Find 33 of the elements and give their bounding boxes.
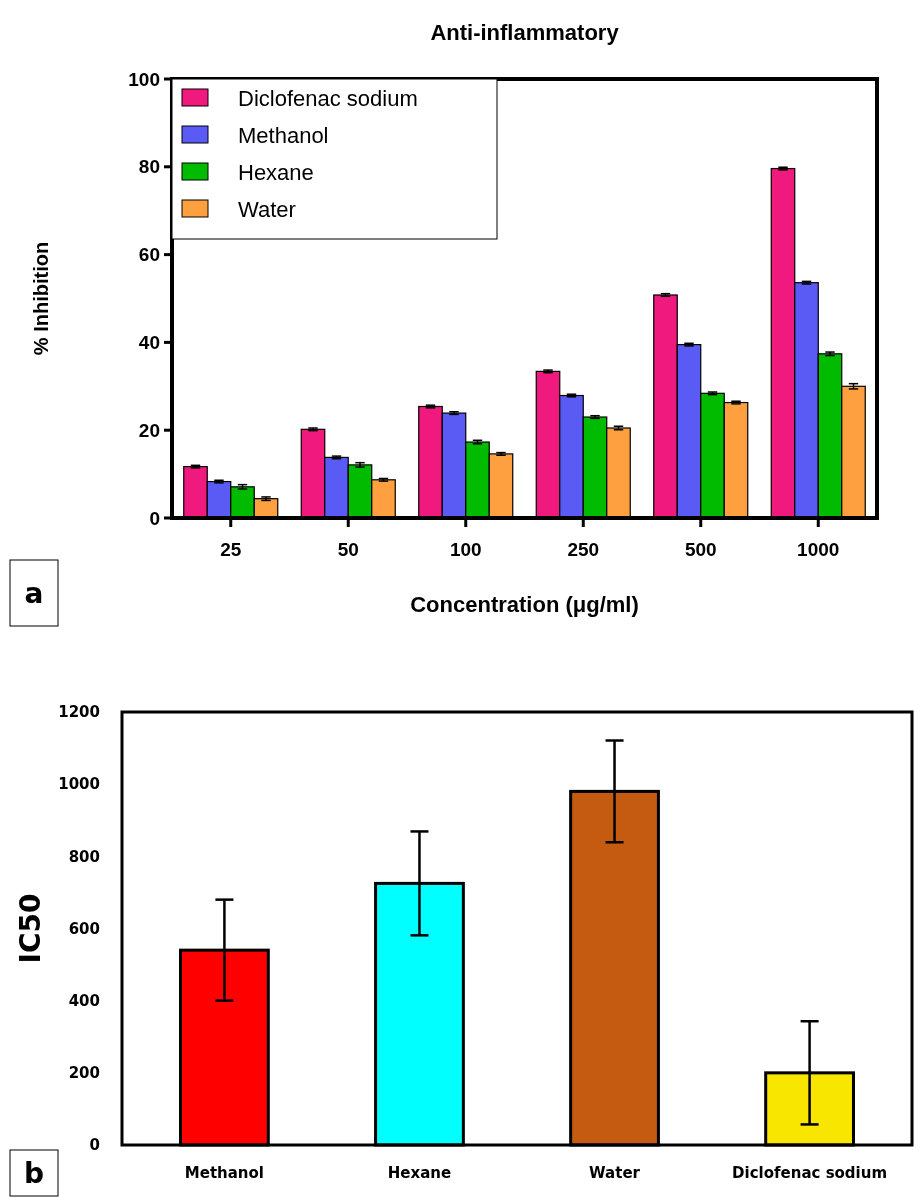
- x-tick-label: 100: [449, 539, 482, 560]
- y-axis-title: % Inhibition: [30, 241, 52, 356]
- x-tick-label: 1000: [797, 539, 840, 560]
- y-axis-title: IC50: [14, 893, 47, 964]
- x-tick-label: Diclofenac sodium: [732, 1164, 888, 1182]
- y-tick-label: 1000: [58, 775, 100, 794]
- x-tick-label: Hexane: [387, 1164, 452, 1182]
- chart-title: Anti-inflammatory: [430, 20, 620, 45]
- legend-label: Water: [238, 196, 296, 222]
- y-tick-label: 400: [68, 991, 100, 1010]
- y-tick-label: 20: [138, 419, 160, 441]
- y-tick-label: 0: [89, 1136, 100, 1155]
- y-tick-label: 80: [138, 156, 160, 178]
- x-tick-label: Water: [589, 1164, 641, 1182]
- x-tick-label: 50: [337, 539, 359, 560]
- y-tick-label: 600: [68, 919, 100, 938]
- y-tick-label: 60: [138, 244, 160, 266]
- y-tick-label: 100: [128, 68, 160, 90]
- legend-label: Hexane: [238, 159, 314, 185]
- x-tick-label: Methanol: [184, 1164, 265, 1182]
- x-tick-label: 250: [567, 539, 600, 560]
- x-axis-title: Concentration (μg/ml): [410, 592, 639, 617]
- x-tick-label: 500: [684, 539, 717, 560]
- text: a: [24, 576, 44, 610]
- legend-label: Methanol: [238, 122, 329, 148]
- legend-label: Diclofenac sodium: [238, 85, 418, 111]
- x-tick-label: 25: [220, 539, 242, 560]
- y-tick-label: 40: [138, 332, 160, 354]
- y-tick-label: 200: [68, 1064, 100, 1083]
- y-tick-label: 1200: [58, 703, 100, 722]
- text: b: [23, 1156, 45, 1190]
- y-tick-label: 0: [149, 507, 160, 529]
- y-tick-label: 800: [68, 847, 100, 866]
